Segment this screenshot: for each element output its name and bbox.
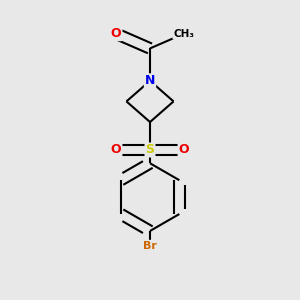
Text: O: O [111,27,122,40]
Text: S: S [146,143,154,157]
Text: N: N [145,74,155,87]
Text: Br: Br [143,241,157,251]
Text: O: O [178,143,189,157]
Text: CH₃: CH₃ [173,29,194,39]
Text: O: O [111,143,122,157]
